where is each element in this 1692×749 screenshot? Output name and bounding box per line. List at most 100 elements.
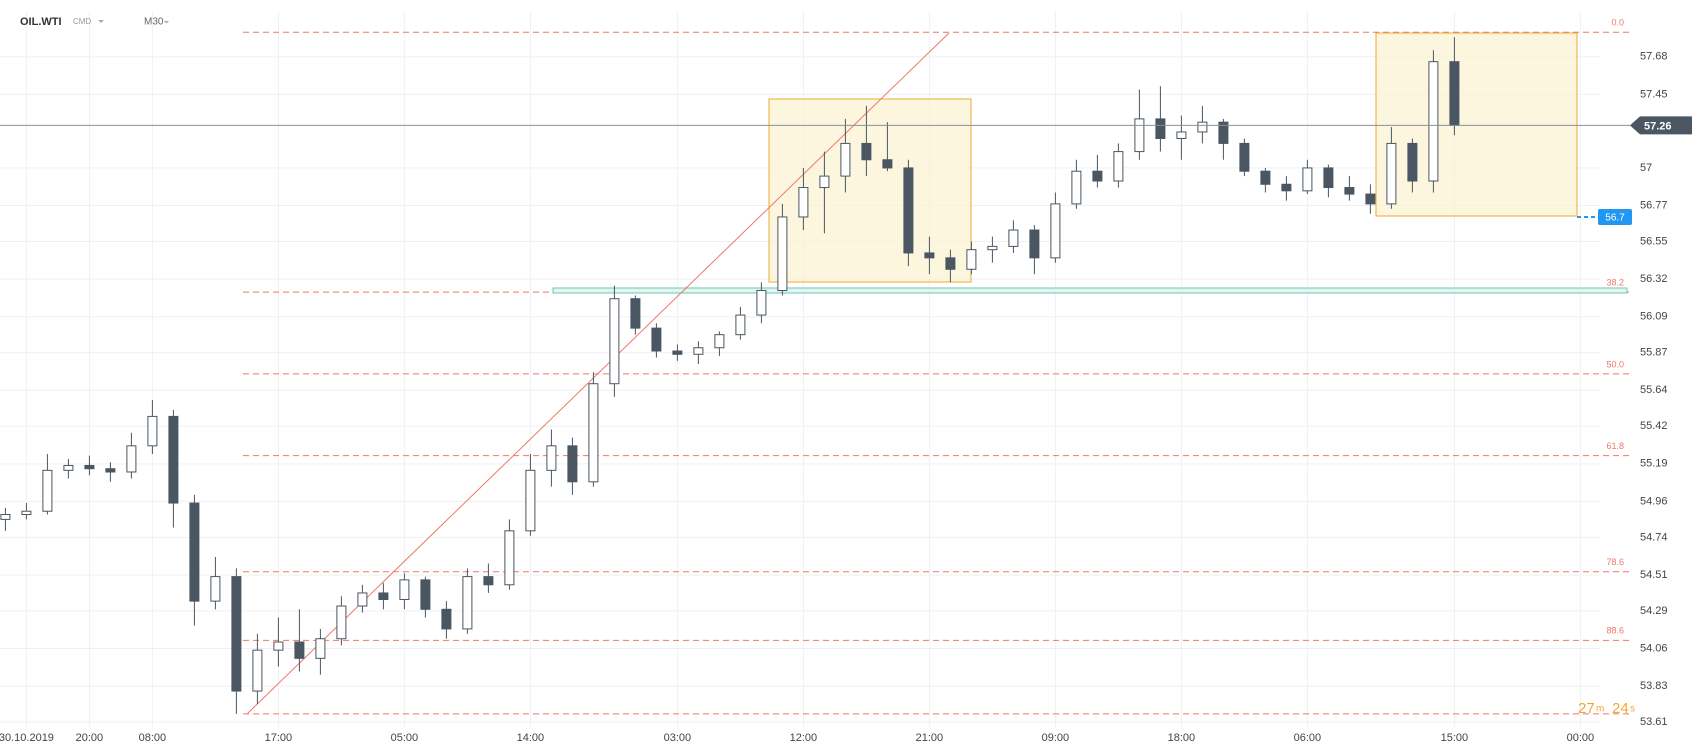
candle-body	[63, 464, 74, 471]
candle-timer: s	[1630, 704, 1635, 715]
y-tick-label: 54.51	[1640, 569, 1668, 581]
candle-body	[672, 350, 683, 355]
y-tick-label: 55.87	[1640, 347, 1668, 359]
candle-body	[609, 298, 620, 385]
y-tick-label: 53.83	[1640, 680, 1668, 692]
candle-body	[21, 510, 32, 515]
candle-body	[798, 187, 809, 218]
candle-body	[1176, 131, 1187, 140]
y-tick-label: 55.19	[1640, 458, 1668, 470]
candle-body	[252, 649, 263, 692]
candle-body	[1344, 187, 1355, 195]
candle-body	[567, 445, 578, 483]
dropdown-icon[interactable]	[164, 21, 169, 24]
candle-body	[882, 159, 893, 169]
x-tick-label: 05:00	[391, 732, 419, 744]
candle-body	[840, 142, 851, 177]
candle-body	[420, 579, 431, 610]
candle-body	[336, 605, 347, 640]
candles	[0, 37, 1460, 714]
y-tick-label: 57.68	[1640, 51, 1668, 63]
candle-body	[441, 608, 452, 630]
candle-body	[1092, 170, 1103, 182]
y-tick-label: 54.29	[1640, 605, 1668, 617]
candle-body	[1407, 142, 1418, 182]
candle-timer: 24	[1612, 700, 1629, 717]
y-tick-label: 55.64	[1640, 384, 1668, 396]
candle-body	[1155, 118, 1166, 140]
candle-body	[1386, 142, 1397, 205]
candle-body	[651, 327, 662, 352]
candle-body	[546, 445, 557, 471]
candle-body	[1113, 151, 1124, 182]
symbol[interactable]: OIL.WTI	[20, 16, 62, 28]
candle-body	[1449, 61, 1460, 126]
y-tick-label: 54.74	[1640, 531, 1668, 543]
candle-body	[105, 468, 116, 473]
current-price-tag	[1630, 116, 1692, 135]
candle-body	[483, 576, 494, 586]
candle-body	[1428, 61, 1439, 182]
candle-body	[1239, 142, 1250, 172]
x-tick-label: 14:00	[517, 732, 545, 744]
candle-body	[861, 142, 872, 161]
candle-body	[1365, 193, 1376, 205]
x-tick-label: 06:00	[1294, 732, 1322, 744]
candle-body	[1029, 229, 1040, 259]
candle-body	[1281, 183, 1292, 192]
y-tick-label: 53.61	[1640, 716, 1668, 728]
candle-body	[945, 257, 956, 270]
candle-body	[378, 592, 389, 600]
x-tick-label: 09:00	[1042, 732, 1070, 744]
x-tick-label: 08:00	[139, 732, 167, 744]
candle-body	[357, 592, 368, 607]
candle-body	[399, 579, 410, 600]
candle-timer: m	[1596, 704, 1604, 715]
zone-drawing[interactable]	[552, 287, 1628, 294]
candle-body	[273, 641, 284, 651]
candle-body	[147, 415, 158, 447]
candle-body	[777, 216, 788, 292]
candle-body	[525, 469, 536, 532]
candle-body	[462, 576, 473, 630]
candle-body	[924, 252, 935, 259]
y-tick-label: 56.32	[1640, 273, 1668, 285]
x-tick-label: 18:00	[1168, 732, 1196, 744]
y-tick-label: 56.09	[1640, 311, 1668, 323]
candle-body	[1050, 203, 1061, 259]
fib-label: 61.8	[1606, 441, 1624, 451]
candle-body	[1197, 121, 1208, 133]
candle-body	[630, 298, 641, 329]
candle-body	[966, 249, 977, 270]
fib-label: 78.6	[1606, 557, 1624, 567]
x-tick-label: 15:00	[1441, 732, 1469, 744]
candle-body	[1071, 170, 1082, 205]
candle-body	[168, 415, 179, 504]
x-tick-label: 12:00	[790, 732, 818, 744]
order-tag[interactable]	[1598, 208, 1632, 225]
x-tick-label: 17:00	[265, 732, 293, 744]
y-tick-label: 57.45	[1640, 88, 1668, 100]
market: CMD	[73, 17, 91, 26]
y-tick-label: 54.96	[1640, 495, 1668, 507]
current-price-label: 57.26	[1644, 120, 1672, 132]
candle-body	[819, 175, 830, 189]
interval[interactable]: M30	[144, 17, 164, 28]
x-tick-label: 00:00	[1567, 732, 1595, 744]
y-tick-label: 57	[1640, 162, 1652, 174]
candle-body	[84, 464, 95, 470]
candle-body	[735, 314, 746, 336]
candle-timer: 27	[1578, 700, 1595, 717]
candle-body	[756, 290, 767, 316]
y-tick-label: 54.06	[1640, 642, 1668, 654]
x-tick-label: 20:00	[76, 732, 104, 744]
candle-body	[1008, 229, 1019, 247]
rectangle-drawing[interactable]	[1375, 32, 1578, 217]
x-tick-label: 30.10.2019	[0, 732, 54, 744]
y-tick-label: 56.55	[1640, 235, 1668, 247]
dropdown-icon[interactable]	[98, 20, 104, 23]
candle-body	[693, 347, 704, 355]
candle-body	[189, 502, 200, 602]
fib-label: 38.2	[1606, 278, 1624, 288]
x-tick-label: 03:00	[664, 732, 692, 744]
